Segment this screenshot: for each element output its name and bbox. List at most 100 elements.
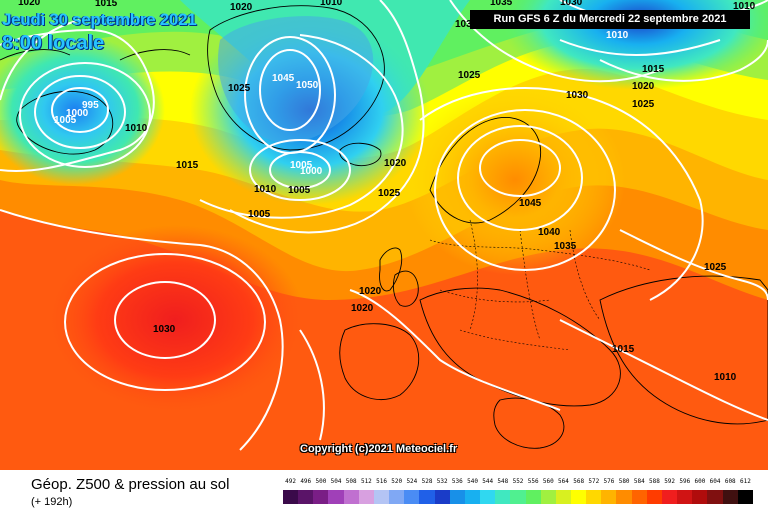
scale-swatch bbox=[373, 490, 390, 504]
pressure-label: 1000 bbox=[66, 108, 89, 119]
pressure-label: 1025 bbox=[228, 83, 251, 94]
scale-label: 496 bbox=[300, 478, 312, 485]
scale-label: 504 bbox=[330, 478, 342, 485]
scale-label: 588 bbox=[649, 478, 660, 485]
pressure-label: 1030 bbox=[560, 0, 583, 8]
scale-label: 592 bbox=[664, 478, 676, 485]
pressure-label: 1010 bbox=[320, 0, 343, 8]
pressure-label: 1005 bbox=[248, 209, 271, 220]
pressure-label: 1015 bbox=[642, 64, 665, 75]
scale-swatch bbox=[510, 490, 526, 504]
pressure-label: 1015 bbox=[612, 344, 635, 355]
scale-label: 540 bbox=[467, 478, 478, 485]
forecast-date: Jeudi 30 septembre 2021 bbox=[2, 10, 197, 29]
color-scale-bar bbox=[283, 490, 753, 504]
borders bbox=[429, 219, 651, 351]
scale-swatch bbox=[389, 490, 405, 504]
scale-label: 544 bbox=[482, 478, 494, 485]
pressure-label: 1015 bbox=[176, 160, 199, 171]
scale-swatch bbox=[737, 490, 753, 504]
scale-swatch bbox=[707, 490, 723, 504]
scale-label: 548 bbox=[497, 478, 509, 485]
scale-swatch bbox=[419, 490, 435, 504]
legend-footer: Géop. Z500 & pression au sol (+ 192h) 49… bbox=[0, 470, 768, 512]
pressure-label: 995 bbox=[82, 100, 99, 111]
legend-title: Géop. Z500 & pression au sol bbox=[31, 476, 230, 493]
scale-swatch bbox=[434, 490, 450, 504]
forecast-offset: (+ 192h) bbox=[31, 496, 73, 508]
scale-label: 560 bbox=[542, 478, 554, 485]
pressure-label: 1030 bbox=[566, 90, 589, 101]
pressure-label: 1025 bbox=[704, 262, 727, 273]
pressure-label: 1045 bbox=[519, 198, 542, 209]
scale-swatch bbox=[525, 490, 541, 504]
scale-swatch bbox=[601, 490, 617, 504]
color-scale-labels: 492 496 500 504 508 512 516 520 524 528 532 536 540 5… bbox=[283, 478, 753, 488]
scale-label: 600 bbox=[694, 478, 706, 485]
scale-label: 576 bbox=[603, 478, 615, 485]
scale-swatch bbox=[677, 490, 693, 504]
scale-swatch bbox=[540, 490, 556, 504]
scale-swatch bbox=[343, 490, 359, 504]
pressure-label: 1010 bbox=[714, 372, 737, 383]
pressure-label: 1030 bbox=[153, 324, 176, 335]
scale-swatch bbox=[586, 490, 602, 504]
pressure-label: 1040 bbox=[538, 227, 561, 238]
scale-label: 604 bbox=[709, 478, 721, 485]
pressure-label: 1000 bbox=[300, 166, 323, 177]
scale-swatch bbox=[404, 490, 420, 504]
pressure-label: 1010 bbox=[606, 30, 629, 41]
pressure-label: 1020 bbox=[18, 0, 41, 8]
scale-label: 520 bbox=[391, 478, 403, 485]
scale-swatch bbox=[722, 490, 738, 504]
scale-swatch bbox=[692, 490, 708, 504]
scale-label: 556 bbox=[527, 478, 539, 485]
pressure-label: 1035 bbox=[554, 241, 577, 252]
scale-label: 516 bbox=[376, 478, 387, 485]
scale-label: 492 bbox=[285, 478, 296, 485]
pressure-label: 1025 bbox=[378, 188, 401, 199]
scale-swatch bbox=[464, 490, 481, 504]
scale-label: 608 bbox=[724, 478, 736, 485]
pressure-label: 1025 bbox=[632, 99, 655, 110]
scale-swatch bbox=[328, 490, 344, 504]
scale-label: 612 bbox=[739, 478, 751, 485]
scale-label: 528 bbox=[421, 478, 433, 485]
scale-label: 524 bbox=[406, 478, 418, 485]
scale-swatch bbox=[358, 490, 374, 504]
pressure-label: 1020 bbox=[230, 2, 253, 13]
run-info-banner: Run GFS 6 Z du Mercredi 22 septembre 202… bbox=[470, 10, 750, 29]
scale-label: 500 bbox=[315, 478, 327, 485]
field-high-scandinavia bbox=[405, 85, 625, 275]
pressure-label: 1005 bbox=[290, 160, 313, 171]
scale-swatch bbox=[449, 490, 465, 504]
scale-label: 564 bbox=[558, 478, 569, 485]
scale-swatch bbox=[570, 490, 587, 504]
scale-label: 572 bbox=[588, 478, 600, 485]
pressure-label: 1010 bbox=[254, 184, 277, 195]
pressure-label: 1050 bbox=[296, 80, 319, 91]
weather-map: 1015 1020 1010 995 1000 1005 1010 1025 1… bbox=[0, 0, 768, 470]
scale-swatch bbox=[631, 490, 647, 504]
pressure-label: 1045 bbox=[272, 73, 295, 84]
scale-swatch bbox=[298, 490, 314, 504]
pressure-label: 1020 bbox=[384, 158, 407, 169]
scale-label: 532 bbox=[436, 478, 448, 485]
copyright-notice: Copyright (c)2021 Meteociel.fr bbox=[300, 443, 458, 455]
forecast-time: 8:00 locale bbox=[2, 32, 105, 54]
scale-swatch bbox=[616, 490, 632, 504]
scale-swatch bbox=[313, 490, 329, 504]
scale-label: 536 bbox=[451, 478, 463, 485]
pressure-label: 1035 bbox=[490, 0, 513, 8]
pressure-label: 1010 bbox=[125, 123, 148, 134]
scale-swatch bbox=[480, 490, 496, 504]
scale-swatch bbox=[555, 490, 571, 504]
scale-swatch bbox=[495, 490, 511, 504]
pressure-label: 1020 bbox=[632, 81, 655, 92]
pressure-label: 1020 bbox=[351, 303, 374, 314]
scale-label: 584 bbox=[633, 478, 645, 485]
scale-label: 596 bbox=[679, 478, 691, 485]
scale-label: 580 bbox=[618, 478, 630, 485]
pressure-label: 1020 bbox=[359, 286, 382, 297]
pressure-label: 1015 bbox=[95, 0, 118, 9]
